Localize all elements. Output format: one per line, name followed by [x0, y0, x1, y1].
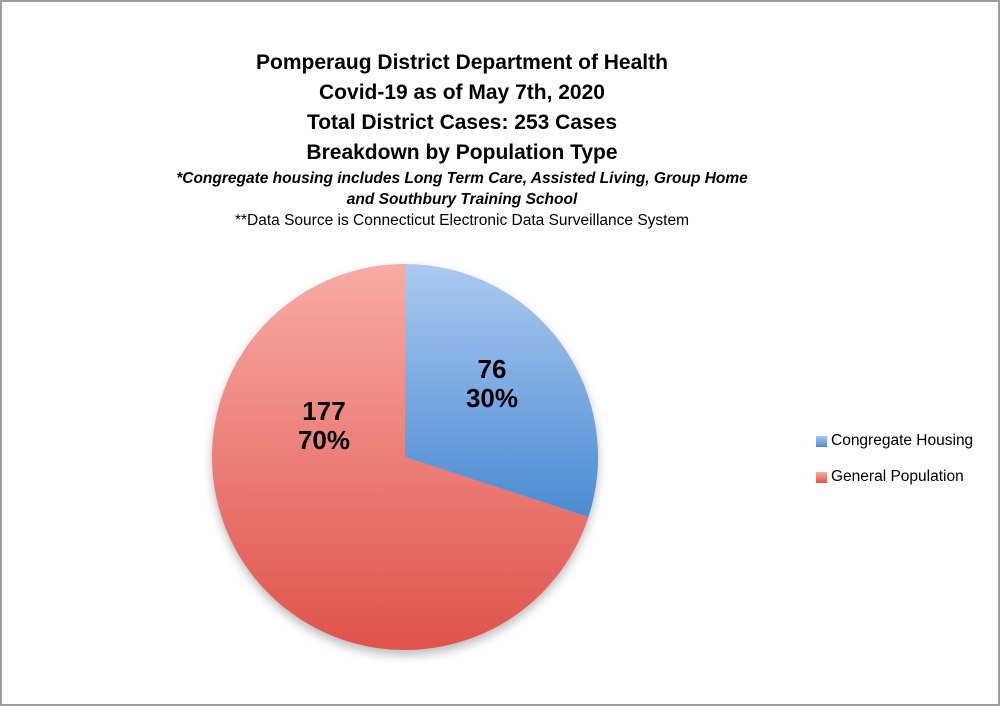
chart-header: Pomperaug District Department of Health … [2, 48, 922, 232]
pie-slice-congregate-housing [405, 264, 599, 518]
legend: Congregate Housing General Population [816, 432, 973, 504]
chart-title-line-3: Total District Cases: 253 Cases [306, 111, 618, 134]
slice-percent-general-population: 70% [297, 425, 351, 455]
pie-slice-general-population [212, 264, 589, 650]
legend-swatch-blue-icon [816, 435, 827, 447]
legend-label-congregate-housing: Congregate Housing [831, 432, 974, 449]
chart-title-line-4: Breakdown by Population Type [306, 141, 618, 164]
legend-item-general-population: General Population [816, 468, 973, 486]
legend-item-congregate-housing: Congregate Housing [816, 432, 973, 450]
chart-title-line-2: Covid-19 as of May 7th, 2020 [319, 81, 605, 104]
footnote-congregate-line-1: *Congregate housing includes Long Term C… [176, 170, 748, 187]
legend-swatch-red-icon [816, 471, 827, 483]
chart-title-line-1: Pomperaug District Department of Health [256, 51, 668, 74]
footnote-data-source: **Data Source is Connecticut Electronic … [234, 212, 689, 229]
slice-label-general-population: 177 70% [298, 397, 350, 455]
footnote-congregate-line-2: and Southbury Training School [346, 191, 578, 208]
slice-value-general-population: 177 [302, 396, 346, 426]
slice-percent-congregate-housing: 30% [465, 383, 519, 413]
legend-label-general-population: General Population [831, 468, 964, 485]
slice-value-congregate-housing: 76 [477, 354, 507, 384]
pie-chart [212, 264, 599, 650]
slice-label-congregate-housing: 76 30% [466, 355, 518, 413]
